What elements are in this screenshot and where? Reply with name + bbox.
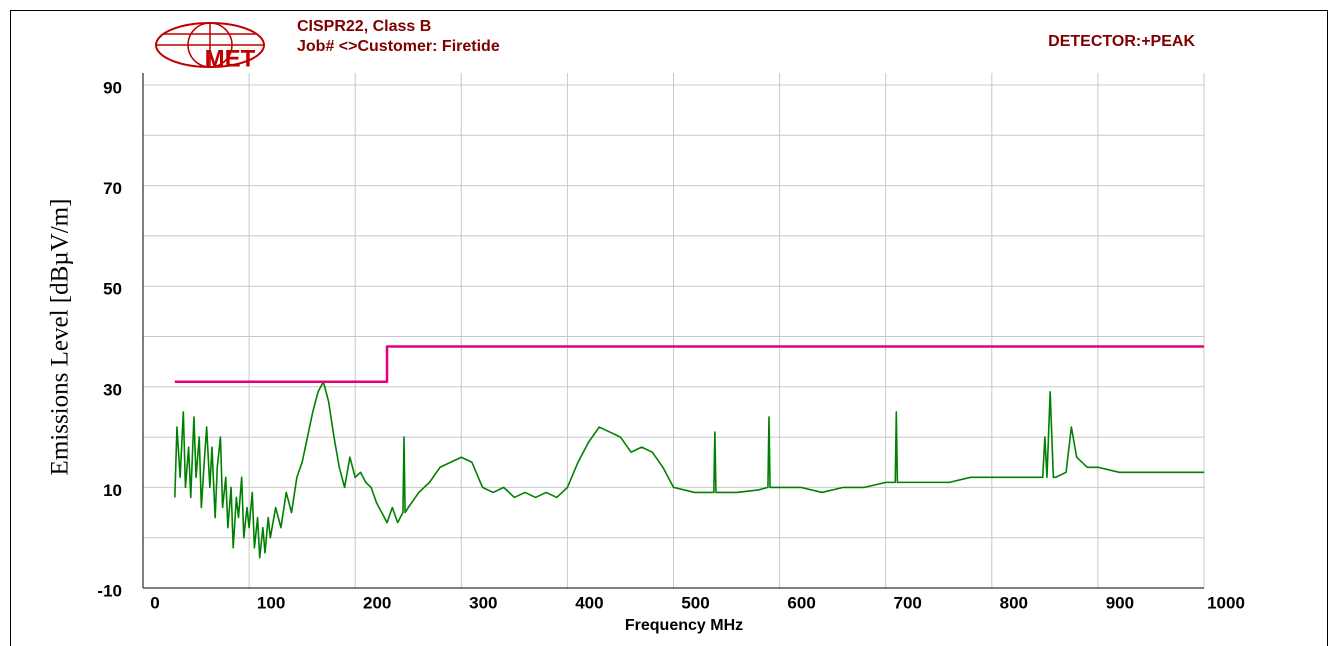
x-tick-label: 100 [257,593,285,612]
x-tick-label: 1000 [1207,593,1245,612]
x-tick-label: 200 [363,593,391,612]
logo: MET [155,22,265,72]
x-tick-label: 300 [469,593,497,612]
y-axis-label: Emissions Level [dBµV/m] [47,199,74,476]
x-tick-label: 700 [894,593,922,612]
logo-text: MET [205,45,256,72]
y-tick-label: -10 [97,581,122,600]
x-tick-label: 900 [1106,593,1134,612]
chart-subtitle: Job# <>Customer: Firetide [297,38,500,55]
series-line [174,380,1204,559]
y-tick-label: 10 [103,481,122,500]
series-line [174,345,1204,384]
x-axis-label: Frequency MHz [625,617,743,634]
detector-label: DETECTOR:+PEAK [1048,33,1195,50]
y-tick-label: 50 [103,280,122,299]
frame [10,10,1328,646]
y-tick-label: 30 [103,380,122,399]
x-tick-label: 800 [1000,593,1028,612]
x-tick-label: 500 [681,593,709,612]
y-tick-label: 70 [103,179,122,198]
x-tick-label: 600 [787,593,815,612]
chart-title: CISPR22, Class B [297,18,431,35]
y-tick-label: 90 [103,78,122,97]
x-tick-label: 400 [575,593,603,612]
x-tick-label: 0 [150,593,159,612]
